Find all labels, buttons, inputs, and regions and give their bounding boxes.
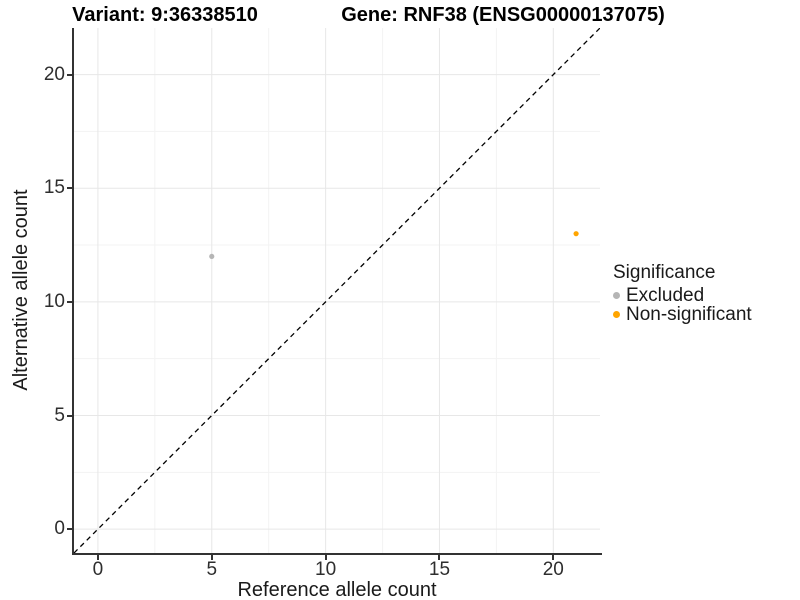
x-tick-label: 10 bbox=[315, 559, 337, 580]
x-tick-label: 0 bbox=[92, 559, 104, 580]
y-tick bbox=[67, 73, 72, 76]
x-tick bbox=[210, 555, 213, 560]
plot-panel bbox=[74, 28, 600, 553]
legend-entries: Excluded Non-significant bbox=[613, 286, 798, 324]
x-tick-label: 5 bbox=[206, 559, 218, 580]
x-tick bbox=[438, 555, 441, 560]
y-tick-label: 20 bbox=[43, 63, 65, 85]
plot-title-variant: Variant: 9:36338510 bbox=[72, 4, 258, 26]
y-tick-label: 0 bbox=[54, 518, 65, 540]
y-tick bbox=[67, 187, 72, 190]
data-point-non-significant bbox=[573, 231, 579, 237]
y-tick bbox=[67, 528, 72, 531]
legend-item-label: Excluded bbox=[626, 285, 705, 306]
x-tick bbox=[324, 555, 327, 560]
x-tick bbox=[552, 555, 555, 560]
legend-item: Excluded bbox=[613, 286, 798, 305]
y-axis-title: Alternative allele count bbox=[10, 189, 32, 391]
identity-line bbox=[74, 28, 600, 553]
y-tick bbox=[67, 300, 72, 303]
y-tick-label: 15 bbox=[43, 177, 65, 199]
legend: Significance Excluded Non-significant bbox=[613, 262, 798, 324]
x-tick bbox=[96, 555, 99, 560]
y-tick-label: 5 bbox=[54, 404, 65, 426]
legend-item-label: Non-significant bbox=[626, 304, 752, 325]
x-axis-title: Reference allele count bbox=[237, 579, 437, 600]
y-tick-label: 10 bbox=[43, 290, 65, 312]
legend-dot-non-significant bbox=[613, 311, 620, 318]
x-tick-label: 20 bbox=[542, 559, 564, 580]
plot-title-gene: Gene: RNF38 (ENSG00000137075) bbox=[341, 4, 665, 26]
legend-title: Significance bbox=[613, 262, 716, 283]
legend-dot-excluded bbox=[613, 292, 620, 299]
data-point-excluded bbox=[209, 253, 215, 260]
x-axis-line bbox=[72, 553, 602, 555]
plot-canvas bbox=[74, 28, 600, 553]
legend-item: Non-significant bbox=[613, 305, 798, 324]
x-tick-label: 15 bbox=[428, 559, 451, 580]
y-tick bbox=[67, 414, 72, 417]
y-axis-line bbox=[72, 28, 74, 555]
